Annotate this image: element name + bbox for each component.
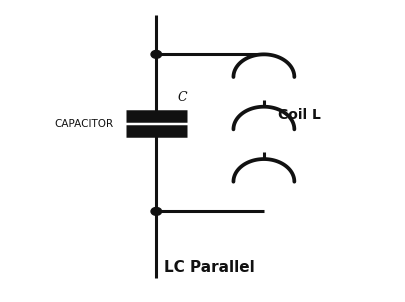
Circle shape — [151, 207, 161, 215]
Text: Coil L: Coil L — [277, 108, 320, 122]
Circle shape — [151, 50, 161, 58]
Text: LC Parallel: LC Parallel — [163, 260, 254, 275]
Text: C: C — [177, 91, 187, 104]
Text: CAPACITOR: CAPACITOR — [54, 119, 113, 129]
